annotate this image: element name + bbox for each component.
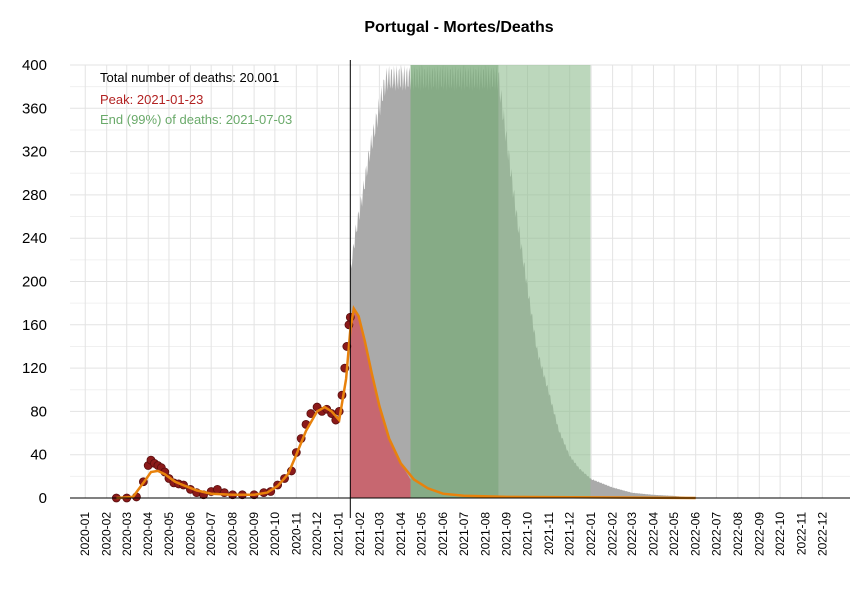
x-tick-label: 2020-04: [141, 512, 155, 556]
x-tick-label: 2022-06: [689, 512, 703, 556]
end-period-band: [410, 65, 591, 498]
x-tick-label: 2021-11: [542, 512, 556, 555]
x-tick-label: 2020-05: [162, 512, 176, 556]
x-tick-label: 2021-04: [394, 512, 408, 556]
fit-curve: [116, 305, 696, 500]
x-tick-label: 2020-09: [247, 512, 261, 556]
x-tick-label: 2020-07: [204, 512, 218, 556]
x-tick-label: 2020-06: [183, 512, 197, 556]
x-tick-label: 2022-08: [731, 512, 745, 556]
x-tick-label: 2020-02: [100, 512, 114, 556]
x-tick-label: 2022-07: [709, 512, 723, 556]
x-tick-label: 2022-02: [606, 512, 620, 556]
series: [111, 305, 696, 503]
x-tick-label: 2022-10: [773, 512, 787, 556]
chart-title: Portugal - Mortes/Deaths: [364, 19, 553, 36]
x-tick-label: 2022-01: [584, 512, 598, 556]
x-tick-label: 2021-05: [415, 512, 429, 556]
x-tick-label: 2020-10: [268, 512, 282, 556]
y-tick-label: 160: [22, 317, 47, 334]
y-tick-label: 320: [22, 144, 47, 161]
x-tick-label: 2021-07: [457, 512, 471, 556]
tick-labels: 0 40 80 120 160 200 240 280 320 360 400 2020-01 2020…: [22, 57, 829, 556]
x-tick-label: 2021-02: [353, 512, 367, 556]
x-tick-label: 2022-05: [667, 512, 681, 556]
y-tick-label: 120: [22, 360, 47, 377]
y-tick-label: 400: [22, 57, 47, 74]
core-period-band: [410, 65, 499, 498]
y-tick-label: 40: [30, 447, 47, 464]
y-tick-label: 80: [30, 403, 47, 420]
y-tick-label: 240: [22, 230, 47, 247]
x-tick-label: 2021-01: [332, 512, 346, 556]
x-tick-label: 2020-11: [289, 512, 303, 555]
y-tick-label: 360: [22, 100, 47, 117]
y-tick-label: 0: [39, 490, 47, 507]
x-tick-label: 2021-08: [478, 512, 492, 556]
x-tick-label: 2022-11: [795, 512, 809, 555]
forecast-bands: [350, 65, 696, 498]
x-tick-label: 2020-08: [226, 512, 240, 556]
x-tick-label: 2022-12: [815, 512, 829, 556]
x-tick-label: 2020-01: [78, 512, 92, 556]
end-annotation: End (99%) of deaths: 2021-07-03: [100, 112, 292, 127]
x-tick-label: 2021-03: [372, 512, 386, 556]
x-tick-label: 2020-03: [120, 512, 134, 556]
total-deaths-annotation: Total number of deaths: 20.001: [100, 70, 279, 85]
axes: [70, 60, 850, 518]
x-tick-label: 2022-09: [752, 512, 766, 556]
y-tick-label: 280: [22, 187, 47, 204]
x-tick-label: 2021-06: [436, 512, 450, 556]
x-tick-label: 2021-12: [563, 512, 577, 556]
x-tick-label: 2021-10: [520, 512, 534, 556]
peak-annotation: Peak: 2021-01-23: [100, 92, 203, 107]
x-tick-label: 2022-04: [646, 512, 660, 556]
x-tick-label: 2021-09: [500, 512, 514, 556]
x-tick-label: 2020-12: [310, 512, 324, 556]
peak-area: [350, 308, 411, 498]
y-tick-label: 200: [22, 274, 47, 291]
x-tick-label: 2022-03: [625, 512, 639, 556]
